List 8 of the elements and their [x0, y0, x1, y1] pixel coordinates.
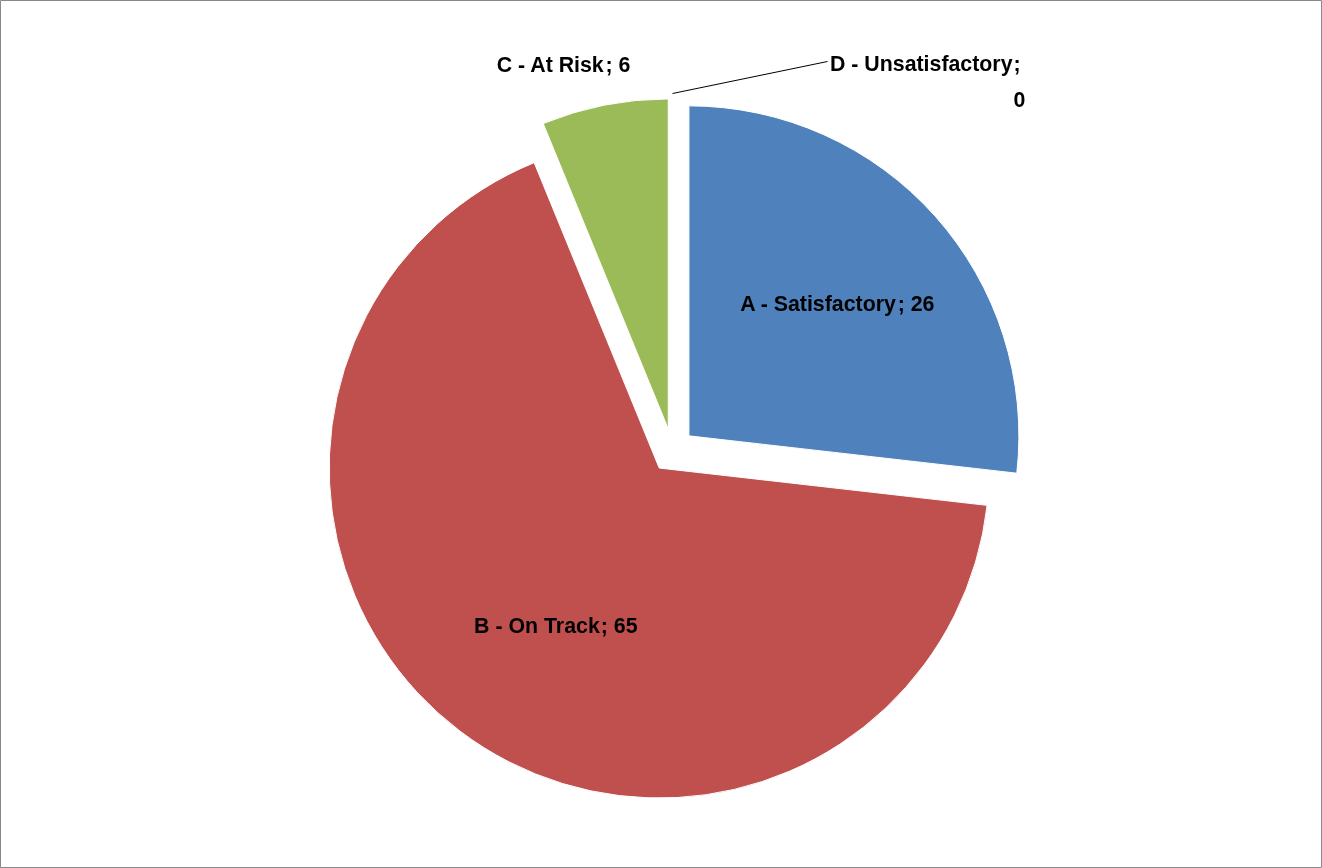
slice-label: B - On Track — [474, 613, 600, 638]
slice-label: A - Satisfactory — [740, 292, 896, 316]
data-label: ; 26 — [897, 292, 935, 316]
category-label: D - Unsatisfactory — [829, 51, 1013, 76]
data-label: ; 65 — [600, 613, 638, 638]
data-label: ; 6 — [605, 53, 631, 78]
text: ; 0 — [1013, 51, 1026, 112]
slice-label: C - At Risk — [496, 53, 604, 78]
